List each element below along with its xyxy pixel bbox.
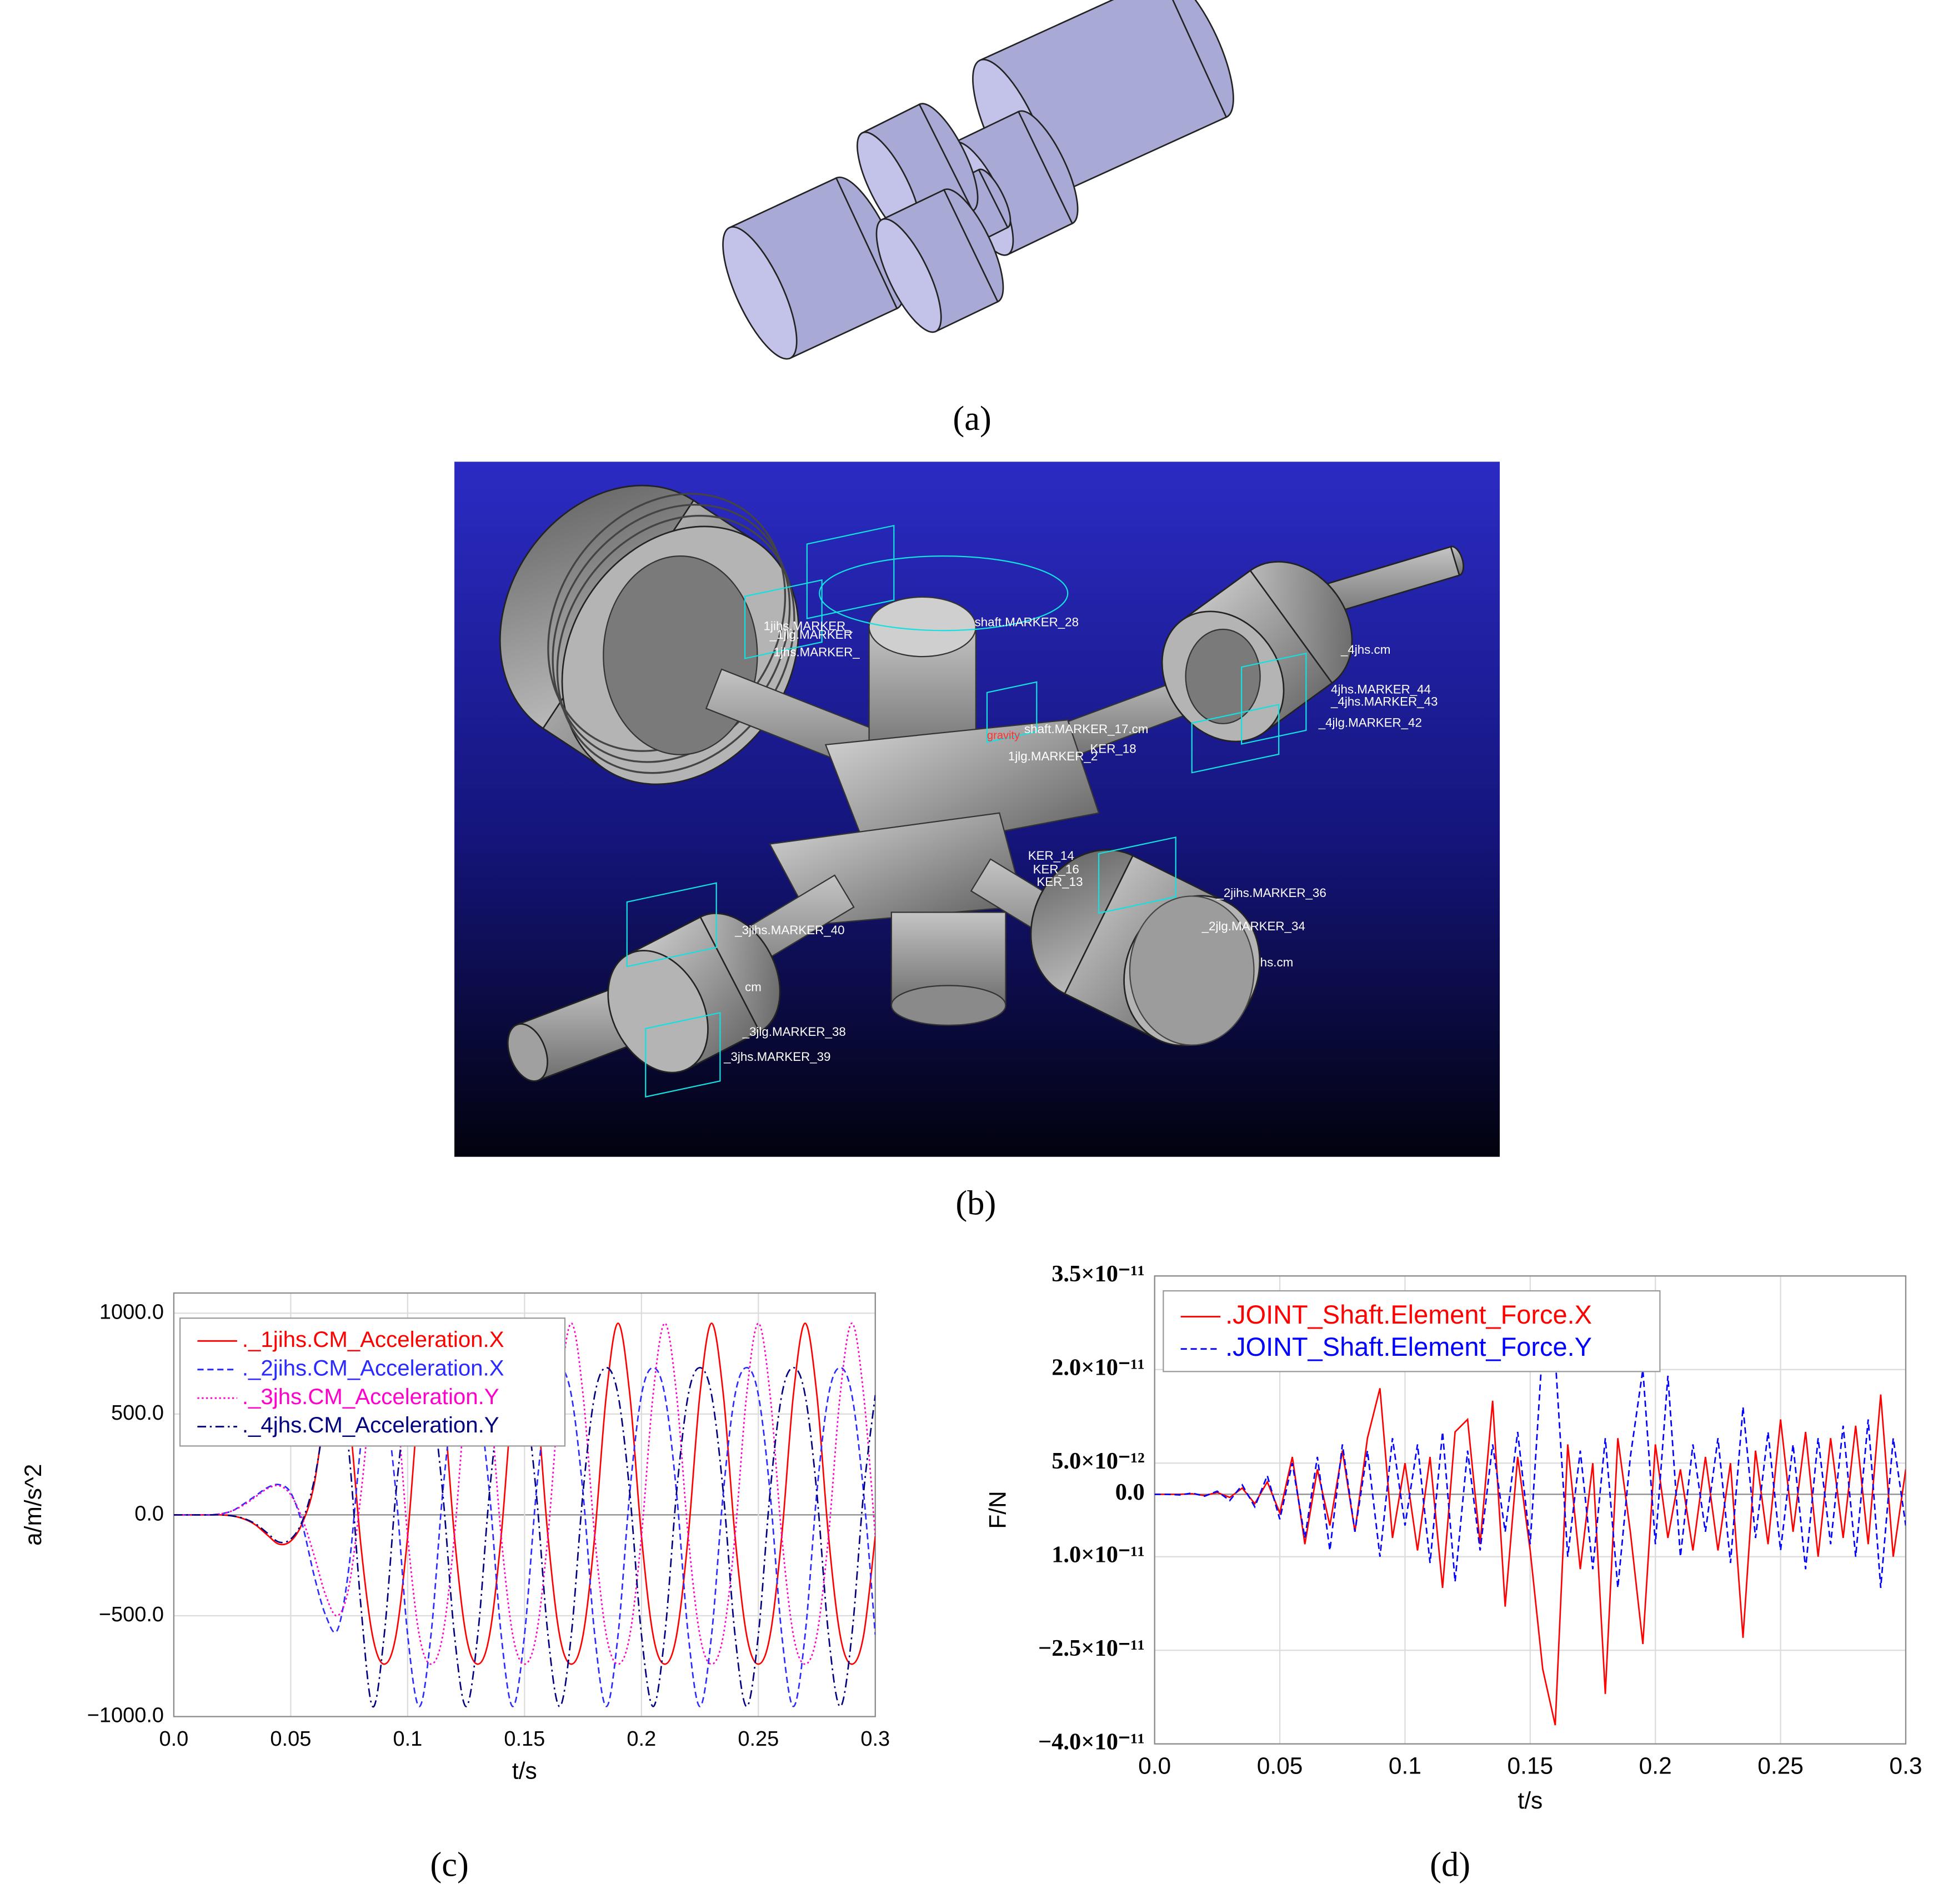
piston-face [607, 950, 709, 1074]
piston-bore [1185, 628, 1261, 724]
marker-label: _2jihs.MARKER_36 [1216, 886, 1326, 900]
gravity-label: gravity [987, 729, 1020, 741]
x-tick-label: 0.2 [1639, 1752, 1672, 1778]
x-tick-label: 0.15 [1507, 1752, 1553, 1778]
legend-label: ._3jhs.CM_Acceleration.Y [242, 1384, 499, 1409]
data-line [173, 1366, 875, 1708]
plot-frame [173, 1292, 876, 1717]
piston-shaft-face [507, 1023, 548, 1082]
marker-wireframe [819, 555, 1069, 632]
marker-wireframe [806, 524, 895, 619]
x-tick-label: 0.0 [159, 1727, 189, 1751]
marker-label: _4jhs.MARKER_43 [1330, 695, 1438, 709]
marker-label: 4jhs.MARKER_44 [1331, 682, 1431, 696]
crank-web [875, 188, 1004, 333]
crankshaft [722, 0, 1234, 360]
piston [607, 913, 781, 1074]
y-tick-label: 0.0 [134, 1502, 164, 1525]
crank-web-face [875, 218, 942, 333]
data-line [1154, 1388, 1906, 1726]
y-axis-label: F/N [985, 1491, 1011, 1529]
x-tick-label: 0.3 [860, 1727, 890, 1751]
legend-box [1163, 1290, 1661, 1372]
y-tick-label: 0.0 [1115, 1479, 1145, 1505]
legend-label: .JOINT_Shaft.Element_Force.X [1225, 1300, 1592, 1329]
marker-wireframe [1098, 836, 1176, 914]
legend-label: ._4jhs.CM_Acceleration.Y [242, 1412, 499, 1437]
marker-wireframe [645, 1011, 721, 1098]
panel-caption: (a) [953, 399, 991, 438]
y-tick-label: 500.0 [111, 1401, 164, 1425]
legend-label: ._1jihs.CM_Acceleration.X [242, 1327, 504, 1352]
x-tick-label: 0.25 [738, 1727, 779, 1751]
panel-caption: (b) [955, 1183, 996, 1222]
marker-wireframe [986, 681, 1038, 743]
data-line [1154, 1342, 1906, 1589]
marker-label: KER_16 [1033, 862, 1079, 876]
marker-wireframe [744, 579, 823, 659]
marker-label: 1jhs.MARKER_ [773, 645, 860, 659]
x-axis-label: t/s [512, 1757, 537, 1783]
marker-label: KER_14 [1028, 849, 1074, 863]
legend-label: .JOINT_Shaft.Element_Force.Y [1225, 1332, 1592, 1361]
x-tick-label: 0.05 [270, 1727, 311, 1751]
legend-label: ._2jihs.CM_Acceleration.X [242, 1355, 504, 1380]
x-axis-label: t/s [1518, 1787, 1543, 1813]
legend-box [179, 1317, 566, 1447]
marker-label: hs.cm [1260, 955, 1294, 969]
piston [1161, 561, 1353, 743]
marker-label: KER_18 [1090, 742, 1136, 756]
y-tick-label: −2.5×10⁻¹¹ [1038, 1635, 1145, 1661]
x-tick-label: 0.2 [627, 1727, 656, 1751]
marker-label: _3jhs.MARKER_39 [723, 1050, 830, 1064]
x-tick-label: 0.1 [1389, 1752, 1421, 1778]
marker-label: _3jlg.MARKER_38 [742, 1025, 846, 1039]
y-tick-label: −1000.0 [87, 1704, 164, 1727]
marker-label: _2jlg.MARKER_34 [1201, 919, 1305, 933]
data-line [173, 1322, 875, 1665]
main-journal-face [722, 226, 798, 360]
marker-label: _4jlg.MARKER_42 [1318, 716, 1422, 730]
y-tick-label: 1.0×10⁻¹¹ [1051, 1541, 1145, 1567]
marker-label: _1jlg.MARKER [769, 628, 853, 642]
x-tick-label: 0.1 [393, 1727, 422, 1751]
panel-caption: (d) [1430, 1845, 1470, 1884]
marker-label: shaft.MARKER_17.cm [1024, 722, 1148, 736]
y-tick-label: −4.0×10⁻¹¹ [1038, 1728, 1145, 1755]
marker-wireframe [1241, 652, 1307, 745]
x-tick-label: 0.3 [1889, 1752, 1922, 1778]
marker-label: _4jhs.cm [1340, 643, 1390, 657]
panel-caption: (c) [430, 1845, 468, 1884]
piston-face [1129, 895, 1255, 1046]
x-tick-label: 0.25 [1757, 1752, 1804, 1778]
y-tick-label: 5.0×10⁻¹² [1051, 1448, 1145, 1474]
piston-bore [603, 555, 758, 755]
marker-wireframe [1191, 704, 1280, 774]
y-tick-label: 2.0×10⁻¹¹ [1051, 1354, 1145, 1380]
marker-label: 1jihs.MARKER_ [764, 619, 853, 633]
shaft-column-bottom [890, 985, 1006, 1026]
shaft-column-top [868, 596, 976, 658]
y-tick-label: 3.5×10⁻¹¹ [1051, 1261, 1145, 1287]
simulation-view: 1jihs.MARKER__1jlg.MARKER1jhs.MARKER_sha… [499, 484, 1464, 1098]
x-tick-label: 0.15 [504, 1727, 545, 1751]
marker-label: KER_13 [1036, 875, 1083, 889]
chart: 3.5×10⁻¹¹ 2.0×10⁻¹¹ 5.0×10⁻¹² 0.0 1.0×10⁻¹¹ −… [985, 1261, 1922, 1884]
main-journal [722, 176, 904, 360]
plot-frame [1154, 1275, 1907, 1745]
y-tick-label: 1000.0 [99, 1300, 164, 1324]
marker-label: shaft.MARKER_28 [975, 615, 1079, 629]
marker-label: cm [745, 980, 762, 994]
marker-label: 1jlg.MARKER_2 [1008, 749, 1098, 763]
marker-label: _3jihs.MARKER_40 [734, 923, 844, 937]
y-axis-label: a/m/s^2 [20, 1464, 46, 1546]
y-tick-label: −500.0 [99, 1603, 164, 1626]
marker-wireframe [626, 882, 717, 968]
x-tick-label: 0.05 [1257, 1752, 1303, 1778]
x-tick-label: 0.0 [1138, 1752, 1171, 1778]
